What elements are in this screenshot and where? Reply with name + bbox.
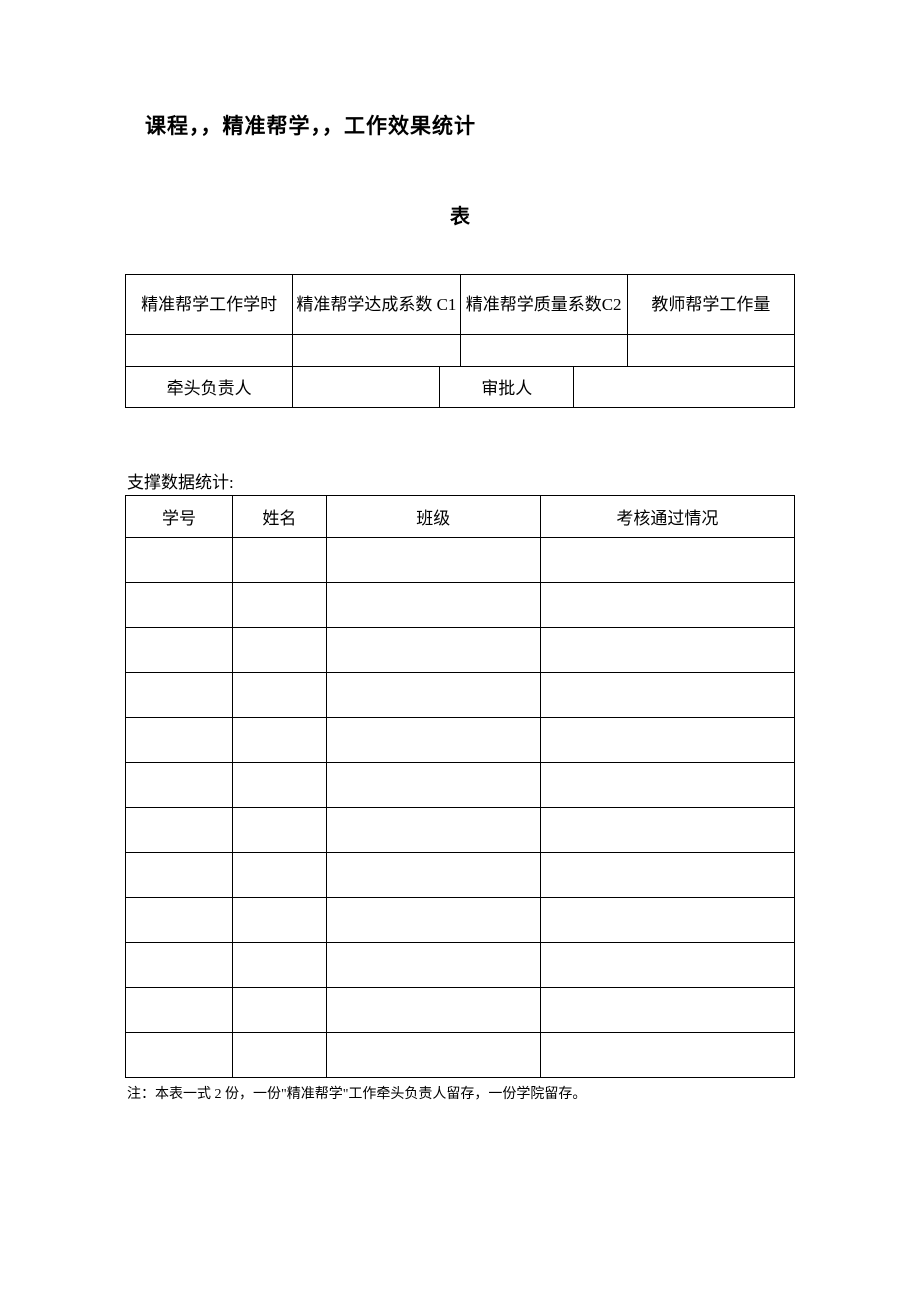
footnote: 注：本表一式 2 份，一份"精准帮学"工作牵头负责人留存，一份学院留存。 (127, 1083, 795, 1103)
table-cell (540, 672, 794, 717)
table-cell (126, 852, 233, 897)
approver-label: 审批人 (440, 367, 574, 407)
document-subtitle: 表 (125, 200, 795, 229)
table-cell (233, 537, 327, 582)
header-work-hours: 精准帮学工作学时 (126, 275, 293, 335)
table-cell (326, 537, 540, 582)
table-header-row: 精准帮学工作学时 精准帮学达成系数 C1 精准帮学质量系数C2 教师帮学工作量 (126, 275, 795, 335)
approver-value (574, 367, 795, 407)
table-header-row: 学号 姓名 班级 考核通过情况 (126, 495, 795, 537)
table-cell (540, 987, 794, 1032)
table-cell (233, 987, 327, 1032)
table-cell (233, 672, 327, 717)
table-cell (233, 717, 327, 762)
header-student-id: 学号 (126, 495, 233, 537)
table-cell (540, 627, 794, 672)
table-cell (233, 942, 327, 987)
table-cell (540, 807, 794, 852)
table-row (126, 897, 795, 942)
table-cell (326, 1032, 540, 1077)
table-cell (326, 627, 540, 672)
table-cell (326, 672, 540, 717)
header-class: 班级 (326, 495, 540, 537)
table-cell (540, 852, 794, 897)
support-data-label: 支撑数据统计: (127, 468, 795, 493)
signature-row: 牵头负责人 审批人 (126, 367, 795, 407)
header-coefficient-c2: 精准帮学质量系数C2 (460, 275, 627, 335)
header-name: 姓名 (233, 495, 327, 537)
data-coefficient-c2 (460, 335, 627, 367)
table-cell (233, 897, 327, 942)
table-row (126, 627, 795, 672)
summary-table: 精准帮学工作学时 精准帮学达成系数 C1 精准帮学质量系数C2 教师帮学工作量 (125, 274, 795, 367)
table-row (126, 762, 795, 807)
table-cell (326, 762, 540, 807)
table-cell (540, 537, 794, 582)
table-cell (126, 942, 233, 987)
header-workload: 教师帮学工作量 (627, 275, 794, 335)
signature-table: 牵头负责人 审批人 (125, 367, 795, 408)
table-cell (126, 1032, 233, 1077)
lead-person-value (293, 367, 440, 407)
document-title: 课程，，精准帮学，，工作效果统计 (145, 110, 795, 140)
table-data-row (126, 335, 795, 367)
table-cell (540, 582, 794, 627)
table-cell (126, 537, 233, 582)
header-status: 考核通过情况 (540, 495, 794, 537)
table-cell (233, 1032, 327, 1077)
table-cell (126, 717, 233, 762)
table-cell (540, 897, 794, 942)
table-row (126, 582, 795, 627)
table-cell (326, 717, 540, 762)
table-cell (540, 717, 794, 762)
table-cell (126, 672, 233, 717)
table-cell (326, 582, 540, 627)
data-coefficient-c1 (293, 335, 460, 367)
table-cell (326, 852, 540, 897)
table-cell (126, 627, 233, 672)
table-cell (233, 627, 327, 672)
table-cell (126, 582, 233, 627)
table-cell (326, 942, 540, 987)
table-cell (233, 762, 327, 807)
header-coefficient-c1: 精准帮学达成系数 C1 (293, 275, 460, 335)
table-cell (540, 762, 794, 807)
table-cell (540, 942, 794, 987)
table-row (126, 852, 795, 897)
table-cell (126, 987, 233, 1032)
support-data-table: 学号 姓名 班级 考核通过情况 (125, 495, 795, 1078)
table-cell (540, 1032, 794, 1077)
table-row (126, 1032, 795, 1077)
table-row (126, 717, 795, 762)
table-row (126, 537, 795, 582)
table-row (126, 942, 795, 987)
table-row (126, 672, 795, 717)
data-work-hours (126, 335, 293, 367)
table-cell (126, 897, 233, 942)
table-cell (126, 762, 233, 807)
table-cell (326, 897, 540, 942)
lead-person-label: 牵头负责人 (126, 367, 293, 407)
table-cell (233, 852, 327, 897)
table-cell (233, 582, 327, 627)
table-cell (326, 807, 540, 852)
table-cell (233, 807, 327, 852)
table-cell (126, 807, 233, 852)
data-workload (627, 335, 794, 367)
table-row (126, 807, 795, 852)
table-cell (326, 987, 540, 1032)
table-row (126, 987, 795, 1032)
